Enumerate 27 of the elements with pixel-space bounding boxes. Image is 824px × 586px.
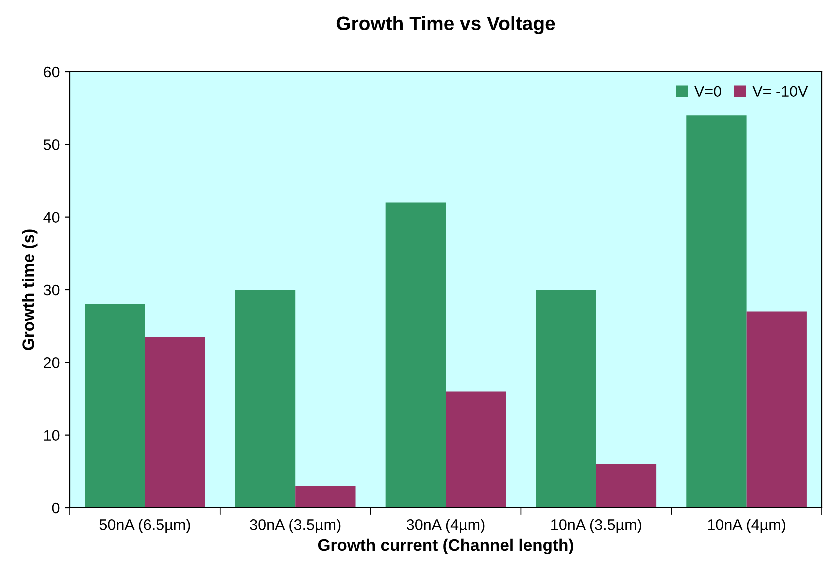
- x-axis-title: Growth current (Channel length): [318, 538, 574, 555]
- y-tick-label: 60: [44, 66, 60, 78]
- bar: [596, 464, 657, 508]
- bar: [686, 116, 747, 508]
- y-tick-label: 0: [52, 502, 60, 514]
- bar: [446, 392, 506, 508]
- chart-title: Growth Time vs Voltage: [336, 16, 556, 34]
- y-tick-label: 30: [44, 284, 60, 296]
- y-tick-label: 50: [44, 140, 60, 150]
- bar: [386, 202, 446, 508]
- x-tick-label: 50nA (6.5µm): [100, 519, 190, 534]
- bar: [746, 312, 807, 508]
- bar: [85, 304, 146, 508]
- bar: [235, 290, 296, 508]
- y-axis-title: Growth time (s): [22, 230, 38, 350]
- y-tick-label: 10: [44, 430, 60, 442]
- y-tick-label: 40: [44, 212, 60, 224]
- x-tick-label: 30nA (3.5µm): [250, 519, 341, 534]
- legend-label: V= -10V: [752, 86, 808, 98]
- legend-label: V=0: [694, 86, 722, 98]
- x-tick-label: 10nA (3.5µm): [552, 519, 642, 534]
- bar: [145, 337, 206, 508]
- x-tick-label: 30nA (4µm): [406, 519, 485, 534]
- bar: [536, 290, 596, 508]
- x-tick-label: 10nA (4µm): [708, 519, 786, 534]
- bar: [296, 486, 356, 508]
- y-tick-label: 20: [44, 358, 60, 368]
